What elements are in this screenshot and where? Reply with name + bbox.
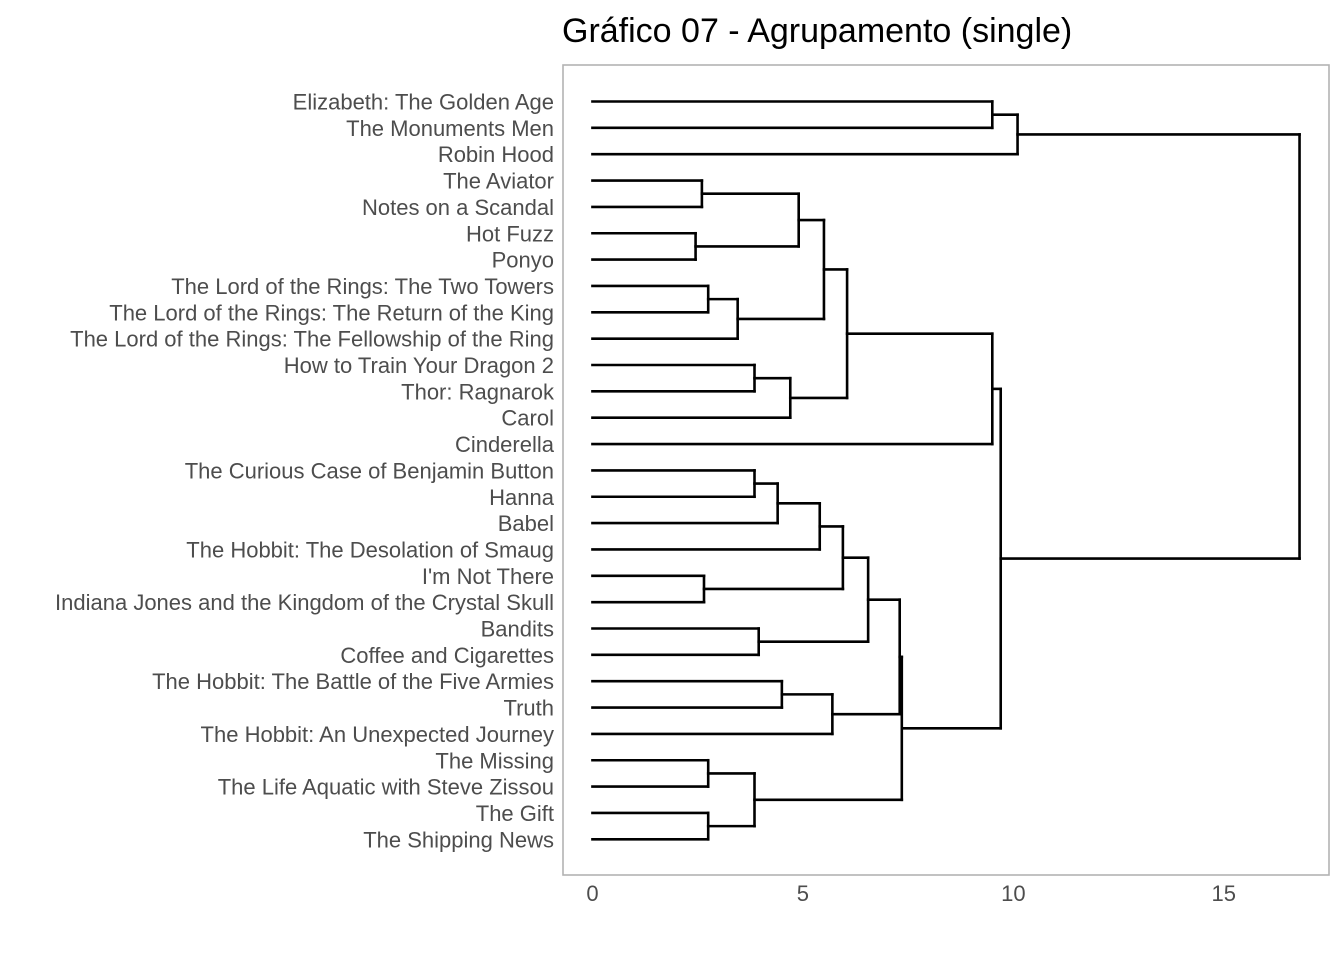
leaf-label: The Hobbit: The Battle of the Five Armie… — [152, 669, 554, 694]
leaf-label: Ponyo — [492, 248, 554, 273]
leaf-label: The Monuments Men — [346, 116, 554, 141]
x-tick-label: 5 — [797, 881, 809, 906]
leaf-label: Hanna — [489, 485, 555, 510]
leaf-label: Hot Fuzz — [466, 221, 554, 246]
leaf-label: Carol — [501, 406, 554, 431]
leaf-label: Truth — [503, 696, 554, 721]
leaf-label: The Aviator — [443, 169, 554, 194]
leaf-label: The Missing — [435, 748, 554, 773]
leaf-label: The Shipping News — [363, 827, 554, 852]
leaf-label: Babel — [498, 511, 554, 536]
leaf-label: The Lord of the Rings: The Fellowship of… — [70, 327, 554, 352]
leaf-label: Coffee and Cigarettes — [340, 643, 554, 668]
chart-title: Gráfico 07 - Agrupamento (single) — [562, 12, 1072, 50]
leaf-label: Notes on a Scandal — [362, 195, 554, 220]
leaf-label: The Hobbit: An Unexpected Journey — [201, 722, 554, 747]
leaf-label: Robin Hood — [438, 142, 554, 167]
leaf-label: Indiana Jones and the Kingdom of the Cry… — [55, 590, 554, 615]
plot-panel-border — [562, 64, 1330, 876]
x-axis-ticks: 0 5 10 15 — [586, 881, 1236, 906]
leaf-label: Cinderella — [455, 432, 555, 457]
dendrogram-branches — [591, 100, 1301, 841]
leaf-label: The Lord of the Rings: The Return of the… — [109, 300, 554, 325]
leaf-label: The Gift — [476, 801, 554, 826]
x-tick-label: 0 — [586, 881, 598, 906]
leaf-label: The Curious Case of Benjamin Button — [185, 458, 554, 483]
x-tick-label: 15 — [1212, 881, 1236, 906]
leaf-label: I'm Not There — [422, 564, 554, 589]
leaf-label: The Lord of the Rings: The Two Towers — [171, 274, 554, 299]
leaf-label: The Life Aquatic with Steve Zissou — [218, 775, 554, 800]
leaf-label: The Hobbit: The Desolation of Smaug — [186, 537, 554, 562]
x-tick-label: 10 — [1001, 881, 1025, 906]
leaf-label: How to Train Your Dragon 2 — [284, 353, 554, 378]
leaf-label: Thor: Ragnarok — [401, 379, 555, 404]
leaf-label: Bandits — [481, 617, 554, 642]
leaf-label: Elizabeth: The Golden Age — [293, 90, 554, 115]
